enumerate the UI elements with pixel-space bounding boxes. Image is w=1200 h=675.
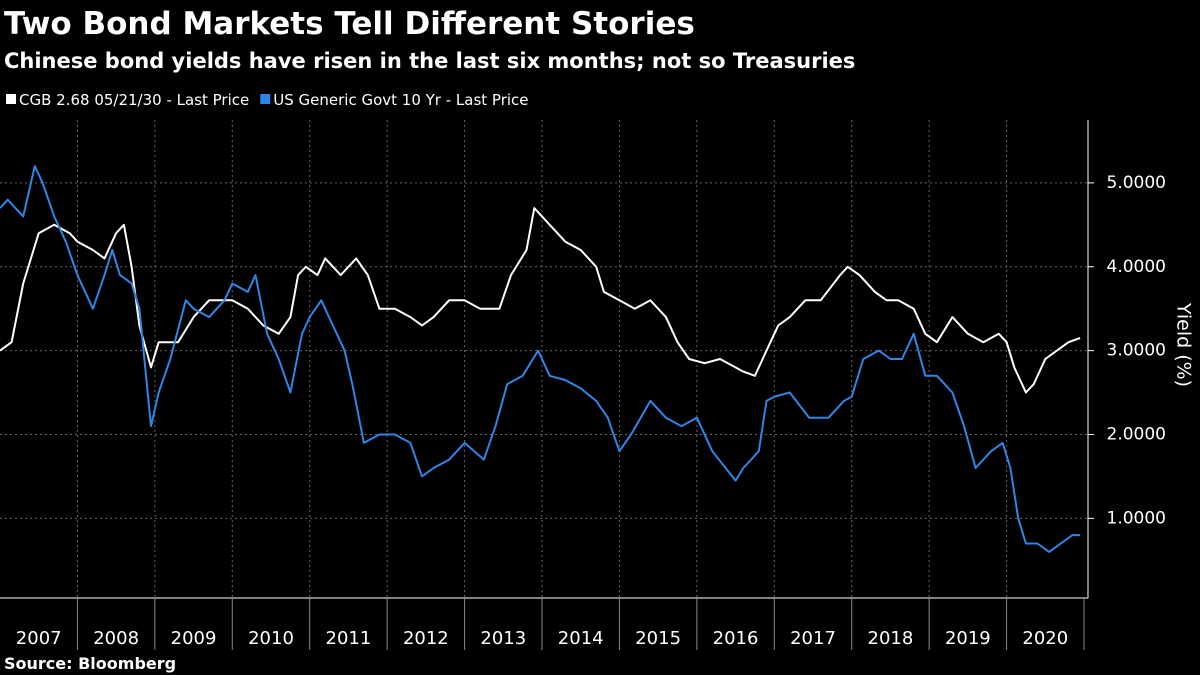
x-tick-label: 2017 <box>790 628 836 649</box>
x-tick-label: 2015 <box>635 628 681 649</box>
legend-label: CGB 2.68 05/21/30 - Last Price <box>19 91 249 109</box>
source: Source: Bloomberg <box>4 654 176 673</box>
x-tick-label: 2020 <box>1022 628 1068 649</box>
y-tick-label: 5.0000 <box>1107 173 1166 193</box>
legend-swatch <box>6 94 16 104</box>
x-tick-label: 2011 <box>326 628 372 649</box>
y-tick-label: 3.0000 <box>1107 341 1166 361</box>
x-tick-label: 2008 <box>93 628 139 649</box>
legend-label: US Generic Govt 10 Yr - Last Price <box>273 91 528 109</box>
y-tick-label: 4.0000 <box>1107 257 1166 277</box>
x-tick-label: 2014 <box>558 628 604 649</box>
chart-title: Two Bond Markets Tell Different Stories <box>4 6 695 42</box>
legend-swatch <box>260 94 271 104</box>
x-tick-label: 2012 <box>403 628 449 649</box>
chart-subtitle: Chinese bond yields have risen in the la… <box>4 49 855 73</box>
y-tick-label: 2.0000 <box>1107 424 1166 444</box>
x-tick-label: 2013 <box>480 628 526 649</box>
x-tick-label: 2010 <box>248 628 294 649</box>
y-tick-label: 1.0000 <box>1107 508 1166 528</box>
x-tick-label: 2016 <box>713 628 759 649</box>
series-line <box>0 165 1081 553</box>
x-tick-label: 2007 <box>16 628 62 649</box>
y-axis-label: Yield (%) <box>1173 302 1195 387</box>
x-tick-label: 2019 <box>945 628 991 649</box>
x-tick-label: 2018 <box>868 628 914 649</box>
x-tick-label: 2009 <box>171 628 217 649</box>
series-line <box>0 207 1081 394</box>
